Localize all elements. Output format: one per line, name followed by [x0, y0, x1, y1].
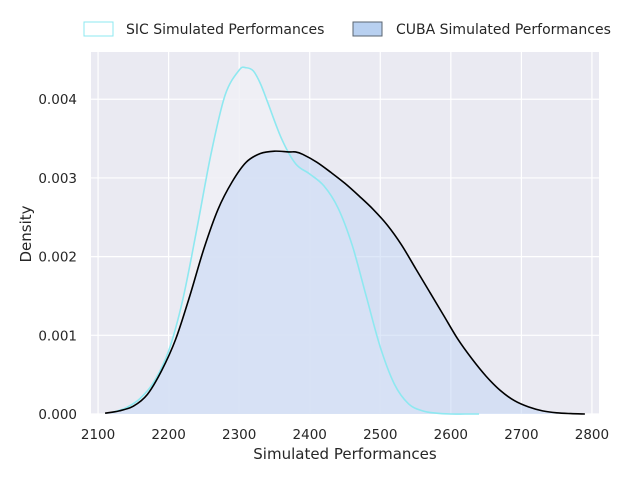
y-axis-label: Density	[17, 205, 35, 262]
x-tick-label: 2200	[151, 427, 185, 443]
x-tick-label: 2800	[575, 427, 609, 443]
y-tick-label: 0.002	[38, 250, 77, 266]
x-tick-label: 2500	[363, 427, 397, 443]
x-axis-label: Simulated Performances	[253, 445, 437, 463]
x-tick-labels: 2100 2200 2300 2400 2500 2600 2700 2800	[81, 427, 609, 443]
legend: SIC Simulated Performances CUBA Simulate…	[83, 21, 611, 38]
y-tick-label: 0.001	[38, 328, 77, 344]
x-tick-label: 2600	[434, 427, 468, 443]
y-tick-label: 0.003	[38, 171, 77, 187]
legend-label-sic: SIC Simulated Performances	[126, 22, 324, 38]
x-tick-label: 2300	[222, 427, 256, 443]
density-line-cuba	[104, 150, 585, 415]
x-tick-label: 2400	[293, 427, 327, 443]
y-tick-labels: 0.000 0.001 0.002 0.003 0.004	[38, 92, 77, 423]
y-tick-label: 0.004	[38, 92, 77, 108]
legend-label-cuba: CUBA Simulated Performances	[396, 22, 611, 38]
x-tick-label: 2700	[504, 427, 538, 443]
legend-swatch-sic	[83, 21, 114, 37]
legend-swatch-cuba	[352, 21, 383, 37]
area-fill-cuba	[105, 151, 585, 414]
series-layer	[104, 66, 585, 415]
x-tick-label: 2100	[81, 427, 115, 443]
y-tick-label: 0.000	[38, 407, 77, 423]
density-line-sic	[111, 66, 480, 415]
